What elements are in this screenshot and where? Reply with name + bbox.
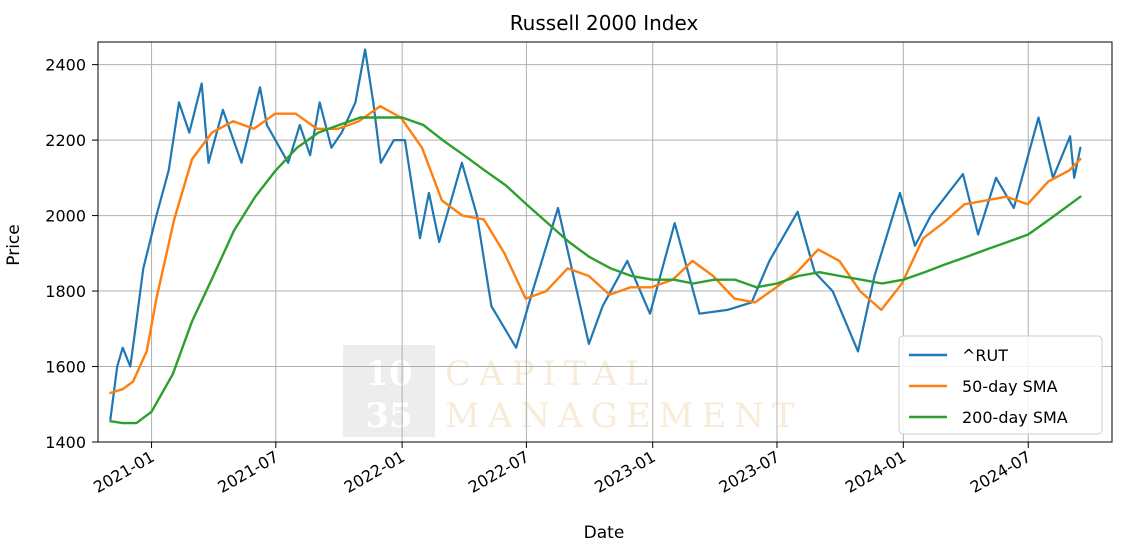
series-line-50-day-sma [109, 104, 1082, 395]
series-line-200-day-sma [109, 116, 1082, 425]
watermark-text: MANAGEMENT [445, 396, 803, 436]
plot-frame [97, 41, 1113, 443]
legend-box [898, 335, 1103, 435]
series-line-rut [109, 48, 1082, 421]
watermark-number: 35 [365, 396, 412, 436]
x-tick-label: 2023-07 [716, 447, 783, 497]
x-axis-ticks: 2021-01 2021-07 2022-01 2022-07 2023-01 2023-… [90, 442, 1034, 497]
y-axis-ticks: 1400 1600 1800 2000 2200 2400 [45, 56, 98, 452]
x-axis-label: Date [584, 523, 625, 543]
y-tick-label: 2200 [45, 131, 86, 150]
legend: ^RUT 50-day SMA 200-day SMA [898, 335, 1103, 435]
legend-label: ^RUT [962, 346, 1008, 365]
watermark-text: CAPITAL [445, 354, 656, 394]
x-tick-label: 2021-07 [214, 447, 281, 497]
x-tick-label: 2021-01 [90, 447, 157, 497]
y-tick-label: 1400 [45, 433, 86, 452]
y-tick-label: 1600 [45, 358, 86, 377]
y-tick-label: 1800 [45, 282, 86, 301]
y-axis-label: Price [4, 224, 24, 265]
series-layer [109, 48, 1082, 425]
x-tick-label: 2023-01 [591, 447, 658, 497]
x-tick-label: 2024-07 [967, 447, 1034, 497]
y-tick-label: 2400 [45, 56, 86, 75]
legend-label: 50-day SMA [962, 377, 1058, 396]
legend-label: 200-day SMA [962, 408, 1068, 427]
x-tick-label: 2022-01 [341, 447, 408, 497]
x-tick-label: 2024-01 [842, 447, 909, 497]
watermark-number: 10 [365, 354, 412, 394]
y-tick-label: 2000 [45, 207, 86, 226]
chart-title: Russell 2000 Index [510, 11, 699, 35]
x-tick-label: 2022-07 [465, 447, 532, 497]
watermark-box [343, 345, 435, 437]
